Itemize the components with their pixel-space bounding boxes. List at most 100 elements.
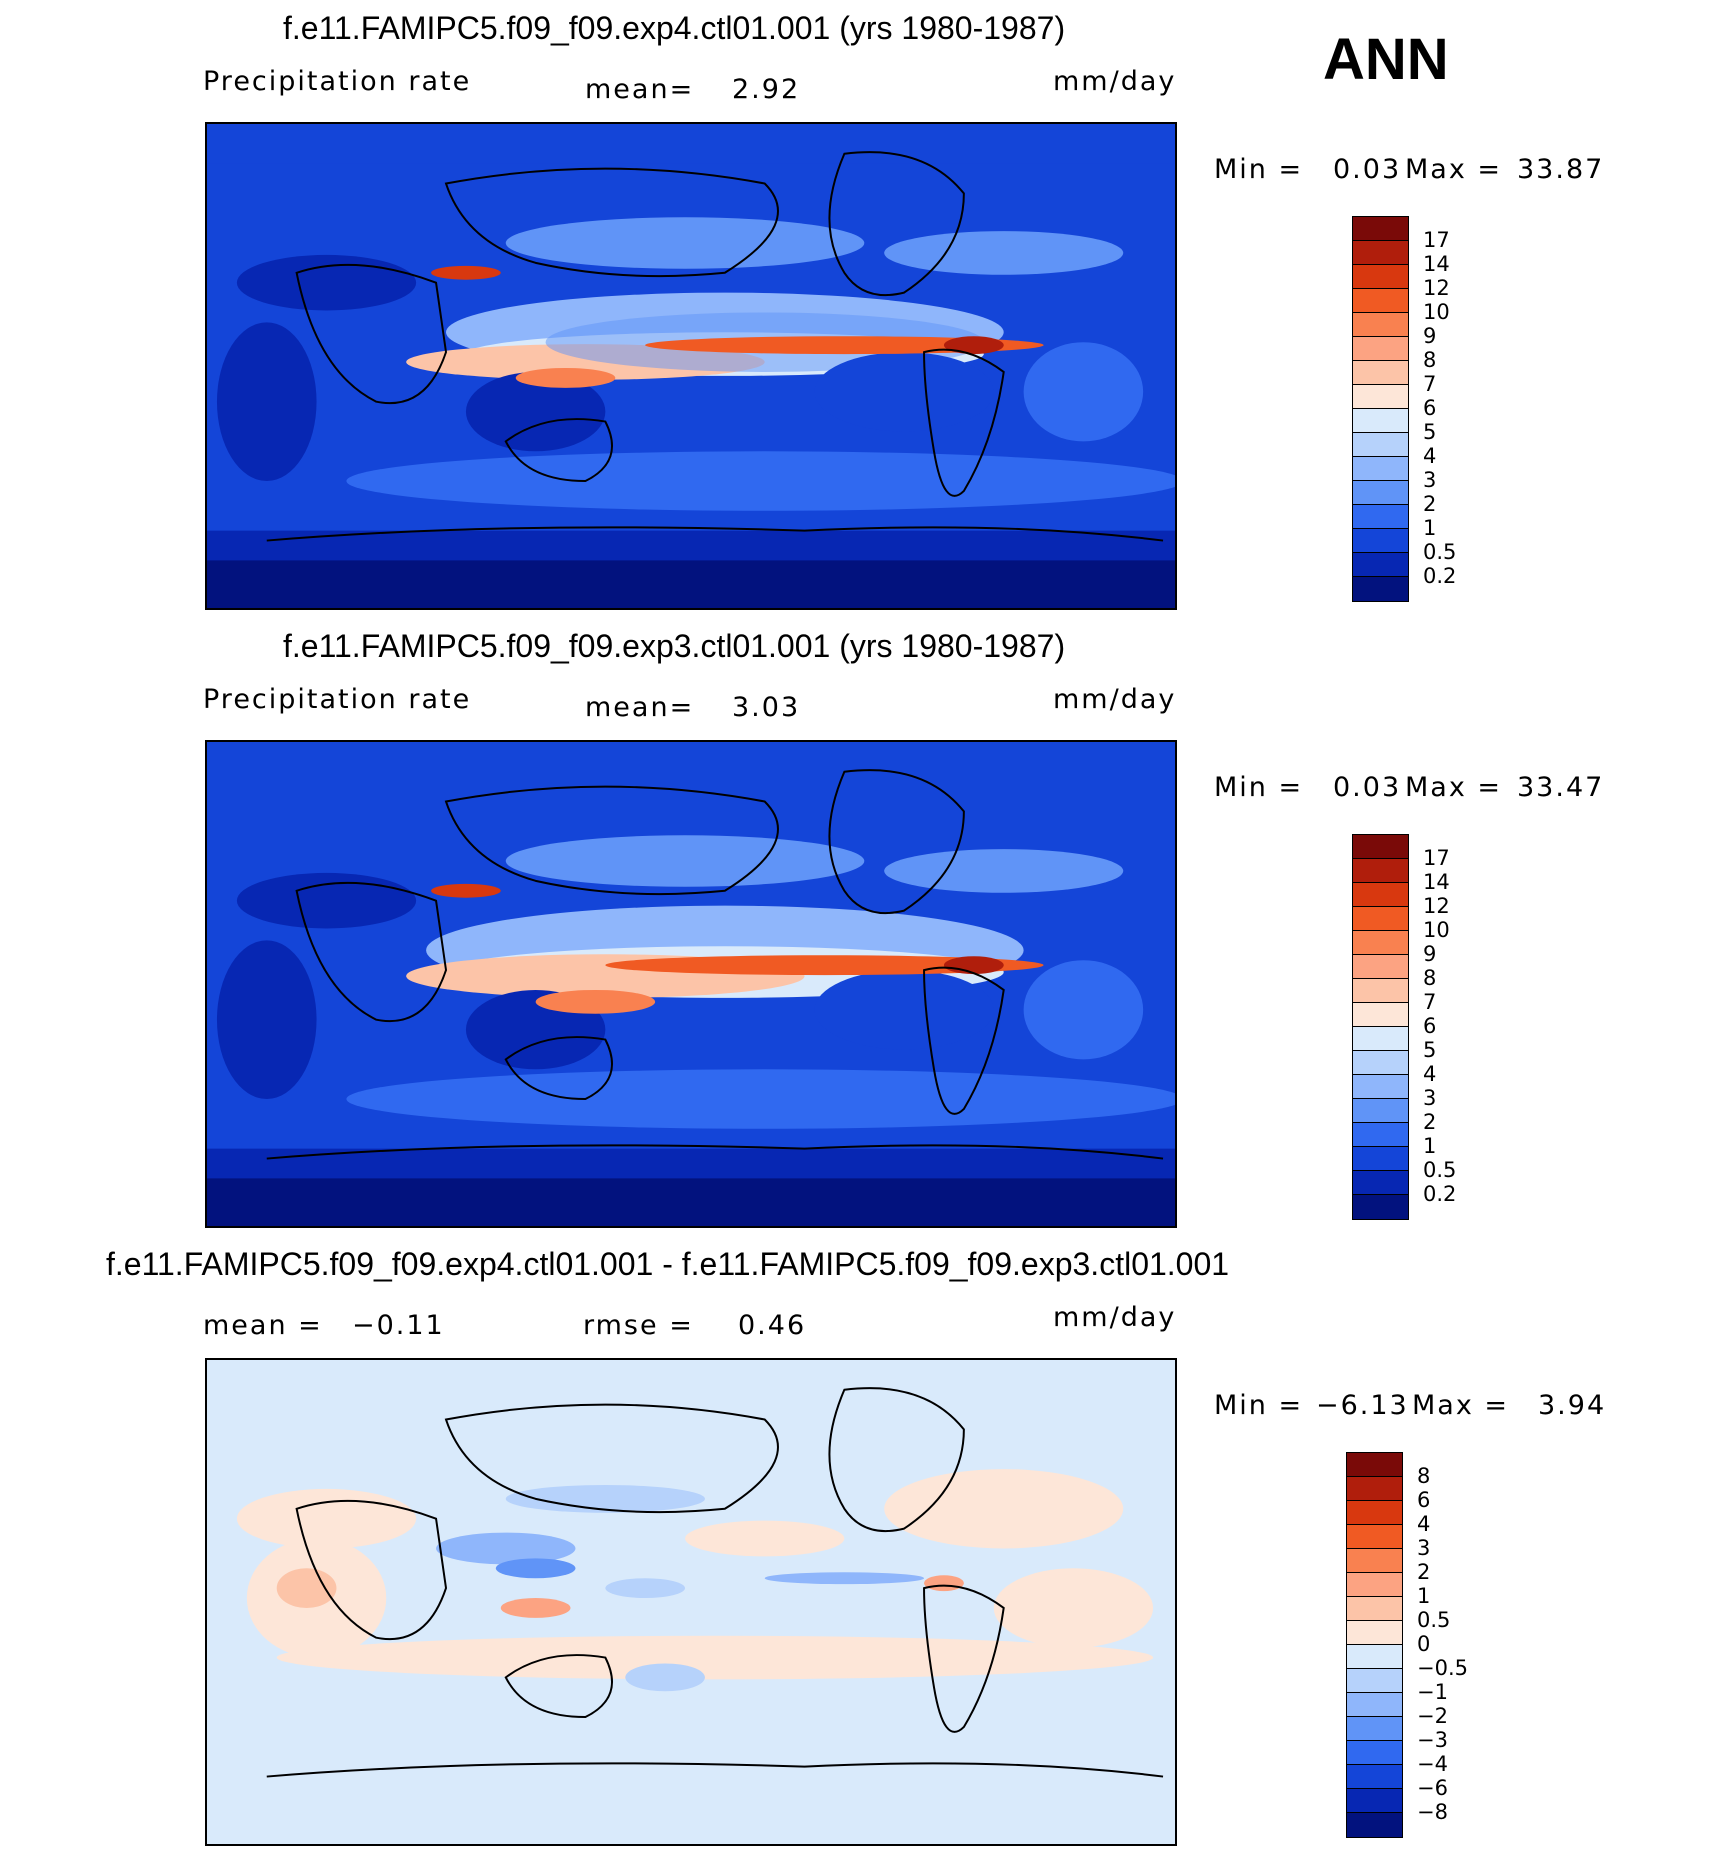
colorbar-cell bbox=[1353, 907, 1408, 931]
colorbar-cell bbox=[1347, 1597, 1402, 1621]
colorbar-cell bbox=[1353, 931, 1408, 955]
colorbar-cell bbox=[1347, 1477, 1402, 1501]
panel-1-precip-field bbox=[207, 124, 1175, 608]
panel-2-variable-label: Precipitation rate bbox=[203, 684, 472, 715]
colorbar-cell bbox=[1353, 337, 1408, 361]
colorbar-cell bbox=[1353, 553, 1408, 577]
panel-1-max-value: 33.87 bbox=[1517, 154, 1605, 185]
colorbar-cell bbox=[1347, 1693, 1402, 1717]
colorbar-cell bbox=[1353, 1051, 1408, 1075]
colorbar-cell bbox=[1347, 1789, 1402, 1813]
colorbar-tick-label: −0.5 bbox=[1417, 1656, 1468, 1680]
panel-2-mean-value: 3.03 bbox=[732, 692, 801, 723]
colorbar-cell bbox=[1347, 1813, 1402, 1837]
colorbar-tick-label: −1 bbox=[1417, 1680, 1448, 1704]
colorbar-tick-label: 8 bbox=[1423, 348, 1437, 372]
panel-3-mean-value: −0.11 bbox=[352, 1310, 445, 1341]
panel-3-rmse-label: rmse = bbox=[583, 1310, 694, 1341]
colorbar-tick-label: 12 bbox=[1423, 276, 1450, 300]
colorbar-tick-label: 2 bbox=[1423, 492, 1437, 516]
colorbar-tick-label: 4 bbox=[1423, 444, 1437, 468]
colorbar-tick-label: 5 bbox=[1423, 1038, 1437, 1062]
panel-1-mean-value: 2.92 bbox=[732, 74, 801, 105]
panel-2-units: mm/day bbox=[1053, 684, 1177, 715]
panel-2-max-value: 33.47 bbox=[1517, 772, 1605, 803]
colorbar-tick-label: 4 bbox=[1423, 1062, 1437, 1086]
colorbar-cell bbox=[1353, 1027, 1408, 1051]
panel-2-precip-field bbox=[207, 742, 1175, 1226]
colorbar-cell bbox=[1353, 361, 1408, 385]
colorbar-cell bbox=[1353, 433, 1408, 457]
colorbar-tick-label: 1 bbox=[1423, 1134, 1437, 1158]
panel-1-variable-label: Precipitation rate bbox=[203, 66, 472, 97]
colorbar-tick-label: 9 bbox=[1423, 942, 1437, 966]
colorbar-cell bbox=[1353, 1003, 1408, 1027]
colorbar-cell bbox=[1353, 241, 1408, 265]
colorbar-cell bbox=[1347, 1765, 1402, 1789]
panel-3-units: mm/day bbox=[1053, 1302, 1177, 1333]
colorbar-tick-label: 14 bbox=[1423, 870, 1450, 894]
colorbar-cell bbox=[1353, 1123, 1408, 1147]
panel-2-min-value: 0.03 bbox=[1333, 772, 1402, 803]
colorbar-tick-label: 1 bbox=[1417, 1584, 1431, 1608]
colorbar-tick-label: 0.5 bbox=[1423, 540, 1457, 564]
colorbar-cell bbox=[1353, 265, 1408, 289]
colorbar-cell bbox=[1353, 529, 1408, 553]
colorbar-cell bbox=[1353, 217, 1408, 241]
colorbar-tick-label: 0.5 bbox=[1417, 1608, 1451, 1632]
colorbar-tick-label: −4 bbox=[1417, 1752, 1448, 1776]
panel-3-map bbox=[205, 1358, 1177, 1846]
colorbar-cell bbox=[1353, 505, 1408, 529]
colorbar-cell bbox=[1353, 313, 1408, 337]
colorbar-tick-label: 0.2 bbox=[1423, 564, 1457, 588]
colorbar-tick-label: 6 bbox=[1423, 396, 1437, 420]
colorbar-tick-label: 8 bbox=[1423, 966, 1437, 990]
panel-3-difference-field bbox=[207, 1360, 1175, 1844]
colorbar-tick-label: 3 bbox=[1423, 1086, 1437, 1110]
colorbar-cell bbox=[1347, 1669, 1402, 1693]
panel-2-title: f.e11.FAMIPC5.f09_f09.exp3.ctl01.001 (yr… bbox=[283, 628, 1066, 664]
colorbar-cell bbox=[1347, 1717, 1402, 1741]
colorbar-tick-label: −2 bbox=[1417, 1704, 1448, 1728]
colorbar-tick-label: 7 bbox=[1423, 990, 1437, 1014]
panel-1-colorbar bbox=[1352, 216, 1409, 602]
panel-3-title: f.e11.FAMIPC5.f09_f09.exp4.ctl01.001 - f… bbox=[106, 1246, 1230, 1282]
panel-1-max-label: Max = bbox=[1405, 154, 1503, 185]
panel-2-colorbar-ticks: 17 14 12 10 9 8 7 6 5 4 3 2 1 0.5 0.2 bbox=[1423, 834, 1483, 1220]
panel-3-rmse-value: 0.46 bbox=[738, 1310, 807, 1341]
colorbar-tick-label: 3 bbox=[1423, 468, 1437, 492]
panel-2-mean-label: mean= bbox=[585, 692, 695, 723]
colorbar-cell bbox=[1347, 1549, 1402, 1573]
colorbar-tick-label: 14 bbox=[1423, 252, 1450, 276]
colorbar-cell bbox=[1353, 859, 1408, 883]
colorbar-cell bbox=[1347, 1573, 1402, 1597]
colorbar-cell bbox=[1353, 409, 1408, 433]
colorbar-cell bbox=[1353, 979, 1408, 1003]
season-label: ANN bbox=[1323, 27, 1449, 92]
colorbar-tick-label: 2 bbox=[1423, 1110, 1437, 1134]
colorbar-tick-label: 9 bbox=[1423, 324, 1437, 348]
panel-3-max-value: 3.94 bbox=[1538, 1390, 1607, 1421]
colorbar-cell bbox=[1353, 385, 1408, 409]
panel-1-min-value: 0.03 bbox=[1333, 154, 1402, 185]
colorbar-tick-label: −3 bbox=[1417, 1728, 1448, 1752]
colorbar-tick-label: 10 bbox=[1423, 300, 1450, 324]
panel-2-max-label: Max = bbox=[1405, 772, 1503, 803]
colorbar-tick-label: 12 bbox=[1423, 894, 1450, 918]
colorbar-tick-label: 4 bbox=[1417, 1512, 1431, 1536]
panel-1-mean-label: mean= bbox=[585, 74, 695, 105]
colorbar-tick-label: 8 bbox=[1417, 1464, 1431, 1488]
colorbar-cell bbox=[1353, 289, 1408, 313]
colorbar-cell bbox=[1353, 457, 1408, 481]
colorbar-tick-label: 10 bbox=[1423, 918, 1450, 942]
colorbar-tick-label: 3 bbox=[1417, 1536, 1431, 1560]
panel-1-title: f.e11.FAMIPC5.f09_f09.exp4.ctl01.001 (yr… bbox=[283, 10, 1066, 46]
colorbar-cell bbox=[1353, 1075, 1408, 1099]
colorbar-tick-label: 0 bbox=[1417, 1632, 1431, 1656]
colorbar-cell bbox=[1353, 1099, 1408, 1123]
panel-3-colorbar-ticks: 8 6 4 3 2 1 0.5 0 −0.5 −1 −2 −3 −4 −6 −8 bbox=[1417, 1452, 1497, 1838]
colorbar-cell bbox=[1347, 1501, 1402, 1525]
colorbar-tick-label: 1 bbox=[1423, 516, 1437, 540]
panel-2-min-label: Min = bbox=[1214, 772, 1304, 803]
colorbar-tick-label: 17 bbox=[1423, 846, 1450, 870]
